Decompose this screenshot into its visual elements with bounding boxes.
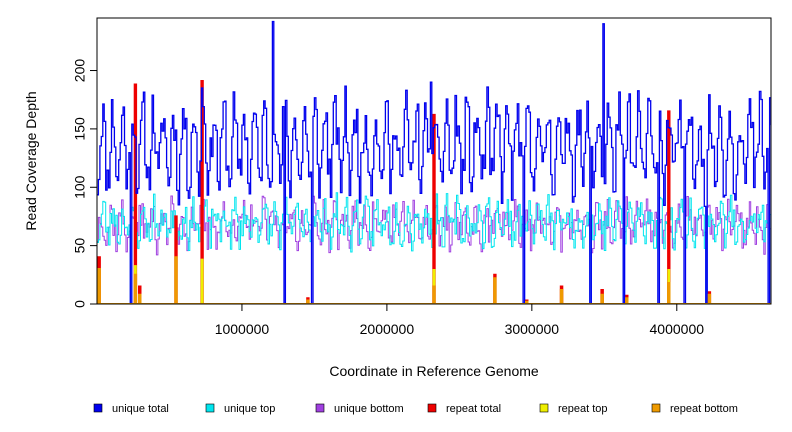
x-tick-label: 1000000 (215, 321, 270, 337)
series-layer (97, 20, 771, 304)
x-axis: 1000000 2000000 3000000 4000000 (215, 303, 705, 337)
series-line-repeat-top (97, 258, 771, 304)
y-tick-label: 200 (72, 59, 88, 83)
legend-item-repeat-bottom: repeat bottom (651, 403, 738, 415)
y-tick-label: 100 (72, 175, 88, 199)
legend-item-repeat-top: repeat top (539, 403, 608, 415)
y-tick-label: 0 (72, 300, 88, 308)
y-axis-label: Read Coverage Depth (23, 91, 39, 230)
legend-swatch (651, 403, 661, 413)
legend-item-unique-total: unique total (93, 403, 169, 415)
y-axis: 0 50 100 150 200 (72, 59, 98, 308)
x-tick-label: 2000000 (360, 321, 415, 337)
x-axis-label: Coordinate in Reference Genome (329, 363, 539, 379)
legend-swatch (539, 403, 549, 413)
y-tick-label: 50 (72, 238, 88, 254)
legend-swatch (427, 403, 437, 413)
series-line-repeat-total (97, 80, 771, 304)
legend-item-repeat-total: repeat total (427, 403, 501, 415)
legend-label: repeat total (446, 403, 501, 415)
x-tick-label: 4000000 (650, 321, 705, 337)
legend-item-unique-bottom: unique bottom (315, 403, 404, 415)
legend: unique total unique top unique bottom repea… (93, 403, 738, 415)
legend-label: unique total (112, 403, 169, 415)
legend-swatch (315, 403, 325, 413)
legend-label: unique bottom (334, 403, 404, 415)
legend-label: repeat top (558, 403, 608, 415)
series-line-unique-total (97, 20, 771, 304)
legend-swatch (205, 403, 215, 413)
y-tick-label: 150 (72, 117, 88, 141)
legend-label: repeat bottom (670, 403, 738, 415)
x-tick-label: 3000000 (505, 321, 560, 337)
legend-swatch (93, 403, 103, 413)
legend-item-unique-top: unique top (205, 403, 275, 415)
legend-label: unique top (224, 403, 275, 415)
